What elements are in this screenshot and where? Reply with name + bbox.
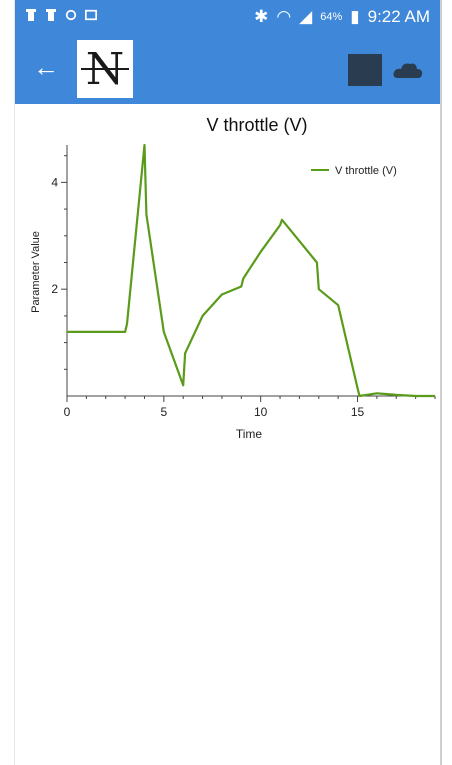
x-tick-label: 10 — [254, 405, 268, 419]
image-icon — [85, 9, 97, 21]
y-tick-label: 2 — [51, 282, 58, 296]
y-axis-label: Parameter Value — [30, 231, 42, 313]
app-screen: ✱ ◠ ◢ 64% ▮ 9:22 AM ← N V throttle (V) 0… — [14, 0, 442, 765]
grid-icon[interactable] — [348, 54, 382, 86]
x-tick-label: 5 — [160, 405, 167, 419]
status-left-icons — [25, 8, 97, 22]
chart-title: V throttle (V) — [206, 115, 307, 135]
status-bar: ✱ ◠ ◢ 64% ▮ 9:22 AM — [15, 0, 440, 34]
status-right-icons: ✱ ◠ ◢ 64% ▮ 9:22 AM — [254, 7, 430, 27]
y-ticks: 24 — [51, 155, 67, 370]
x-tick-label: 0 — [64, 405, 71, 419]
x-ticks: 0 5 10 15 — [64, 396, 436, 419]
x-tick-label: 15 — [351, 405, 365, 419]
notification-icon — [46, 9, 56, 21]
wifi-icon: ◠ — [276, 7, 292, 26]
signal-icon: ◢ — [299, 7, 313, 26]
line-chart: V throttle (V) 0 5 10 15 24 Time Parameter … — [30, 115, 436, 441]
shield-icon — [65, 9, 77, 21]
series-line — [67, 143, 435, 398]
battery-level: 64% — [320, 11, 343, 23]
logo-strike — [81, 68, 129, 70]
legend-label: V throttle (V) — [335, 165, 397, 177]
cloud-icon[interactable] — [392, 60, 424, 82]
status-time: 9:22 AM — [367, 7, 430, 26]
y-tick-label: 4 — [51, 175, 58, 189]
battery-icon: ▮ — [350, 7, 360, 26]
app-logo: N — [77, 40, 133, 98]
x-axis-label: Time — [236, 427, 263, 441]
back-arrow-icon[interactable]: ← — [33, 52, 59, 82]
bluetooth-icon: ✱ — [254, 7, 269, 26]
app-bar: ← N — [15, 34, 440, 104]
notification-icon — [26, 9, 36, 21]
